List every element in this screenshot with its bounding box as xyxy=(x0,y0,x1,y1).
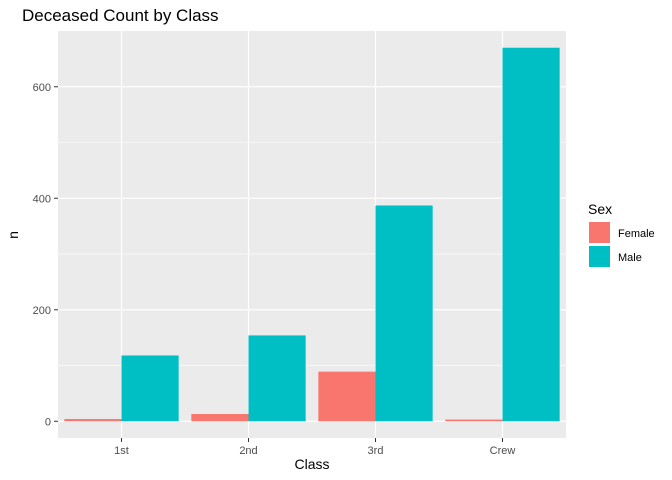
x-tick-label: Crew xyxy=(490,445,516,457)
y-tick-label: 200 xyxy=(33,305,51,317)
bar-male-1st xyxy=(121,355,179,422)
y-axis-ticks: 0 200 400 600 xyxy=(33,82,58,428)
legend-label-male: Male xyxy=(618,252,642,264)
bar-female-crew xyxy=(445,419,503,422)
bar-female-2nd xyxy=(191,414,249,422)
bar-male-3rd xyxy=(375,205,433,422)
x-tick-label: 2nd xyxy=(239,445,257,457)
bar-male-2nd xyxy=(248,335,306,422)
y-axis-title: n xyxy=(5,231,21,239)
x-axis-ticks: 1st 2nd 3rd Crew xyxy=(114,438,515,457)
x-tick-label: 1st xyxy=(114,445,129,457)
x-tick-label: 3rd xyxy=(368,445,384,457)
legend-label-female: Female xyxy=(618,228,655,240)
legend-items: Female Male xyxy=(589,222,655,267)
legend-title: Sex xyxy=(588,201,612,217)
legend-key-female xyxy=(589,222,610,243)
chart-title: Deceased Count by Class xyxy=(22,6,219,25)
x-axis-title: Class xyxy=(294,456,329,472)
y-tick-label: 0 xyxy=(45,416,51,428)
y-tick-label: 600 xyxy=(33,82,51,94)
legend: Sex Female Male xyxy=(588,201,655,267)
bar-female-3rd xyxy=(318,371,376,422)
bar-female-1st xyxy=(64,419,122,422)
bars xyxy=(64,47,560,422)
bar-male-crew xyxy=(502,47,560,422)
y-tick-label: 400 xyxy=(33,193,51,205)
legend-key-male xyxy=(589,246,610,267)
